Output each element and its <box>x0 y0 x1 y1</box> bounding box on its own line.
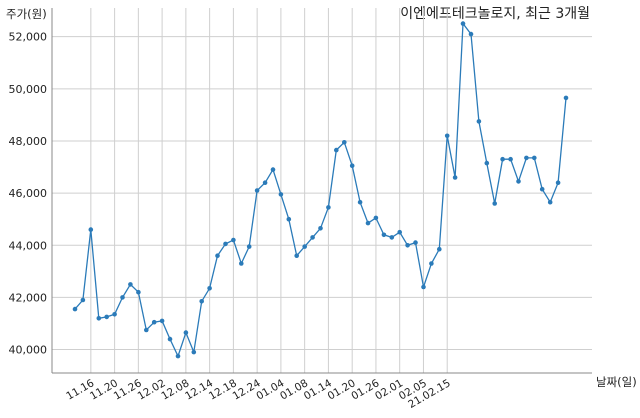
data-point <box>342 140 347 145</box>
data-point <box>112 312 117 317</box>
data-point <box>532 155 537 161</box>
data-point <box>246 244 252 249</box>
y-tick-label: 46,000 <box>9 187 48 200</box>
data-point <box>373 215 379 221</box>
data-point <box>500 156 505 162</box>
data-point <box>223 241 228 247</box>
data-point <box>349 163 355 168</box>
data-point <box>365 220 371 226</box>
y-tick-label: 52,000 <box>9 31 48 44</box>
y-tick-label: 50,000 <box>9 83 48 96</box>
x-tick-labels: 11.1611.2011.2612.0212.0812.1412.1812.24… <box>64 377 452 411</box>
data-point <box>167 336 173 342</box>
y-tick-label: 48,000 <box>9 135 48 148</box>
axes <box>51 8 592 374</box>
data-point <box>381 232 387 238</box>
data-point <box>310 235 315 240</box>
data-point <box>262 180 268 185</box>
data-point <box>207 286 212 291</box>
data-point <box>508 156 513 162</box>
y-tick-label: 42,000 <box>9 291 48 304</box>
data-point <box>555 180 561 185</box>
data-point <box>318 226 323 231</box>
data-point <box>421 284 426 290</box>
y-tick-label: 40,000 <box>9 344 48 357</box>
data-point <box>429 261 434 266</box>
data-point <box>389 235 395 240</box>
data-point <box>302 244 308 249</box>
data-point <box>254 188 260 193</box>
data-point <box>547 199 553 205</box>
data-point <box>128 282 133 287</box>
data-point <box>199 299 204 304</box>
data-point <box>286 216 292 222</box>
data-point <box>294 253 300 258</box>
data-point <box>80 297 86 303</box>
data-point <box>413 240 418 245</box>
data-point <box>444 133 450 139</box>
data-point <box>88 227 94 232</box>
data-point <box>524 155 529 161</box>
data-point <box>104 314 109 320</box>
data-point <box>239 261 244 266</box>
data-point <box>191 349 197 355</box>
data-point <box>215 253 220 258</box>
data-point <box>437 246 442 252</box>
data-point <box>476 119 482 124</box>
data-point <box>183 330 189 335</box>
y-tick-labels: 40,000 42,000 44,000 46,000 48,000 50,000 52,0… <box>9 31 48 357</box>
data-point <box>159 318 165 324</box>
data-point <box>231 237 236 243</box>
data-point <box>397 229 403 235</box>
data-point <box>334 147 339 153</box>
data-point <box>144 327 149 333</box>
data-point <box>96 316 102 321</box>
data-point <box>484 160 490 166</box>
y-axis-label: 주가(원) <box>6 7 47 21</box>
data-point <box>405 243 410 248</box>
data-point <box>539 186 545 192</box>
data-point <box>468 31 474 37</box>
data-point <box>175 353 181 359</box>
data-point <box>460 21 466 26</box>
data-point <box>151 319 157 325</box>
data-point <box>278 192 284 197</box>
data-point <box>270 167 276 172</box>
data-point <box>136 289 141 295</box>
data-point <box>326 205 331 210</box>
data-point <box>516 179 521 184</box>
data-point <box>120 295 125 300</box>
series-line <box>74 21 567 358</box>
y-tick-label: 44,000 <box>9 239 48 252</box>
data-point <box>563 95 569 101</box>
data-point <box>452 175 458 180</box>
price-series <box>72 21 569 359</box>
data-point <box>492 201 498 206</box>
data-point <box>357 199 363 205</box>
data-point <box>72 306 78 312</box>
x-axis-label: 날짜(일) <box>596 375 637 389</box>
grid <box>52 8 592 373</box>
chart-title: 이엔에프테크놀로지, 최근 3개월 <box>400 6 590 22</box>
